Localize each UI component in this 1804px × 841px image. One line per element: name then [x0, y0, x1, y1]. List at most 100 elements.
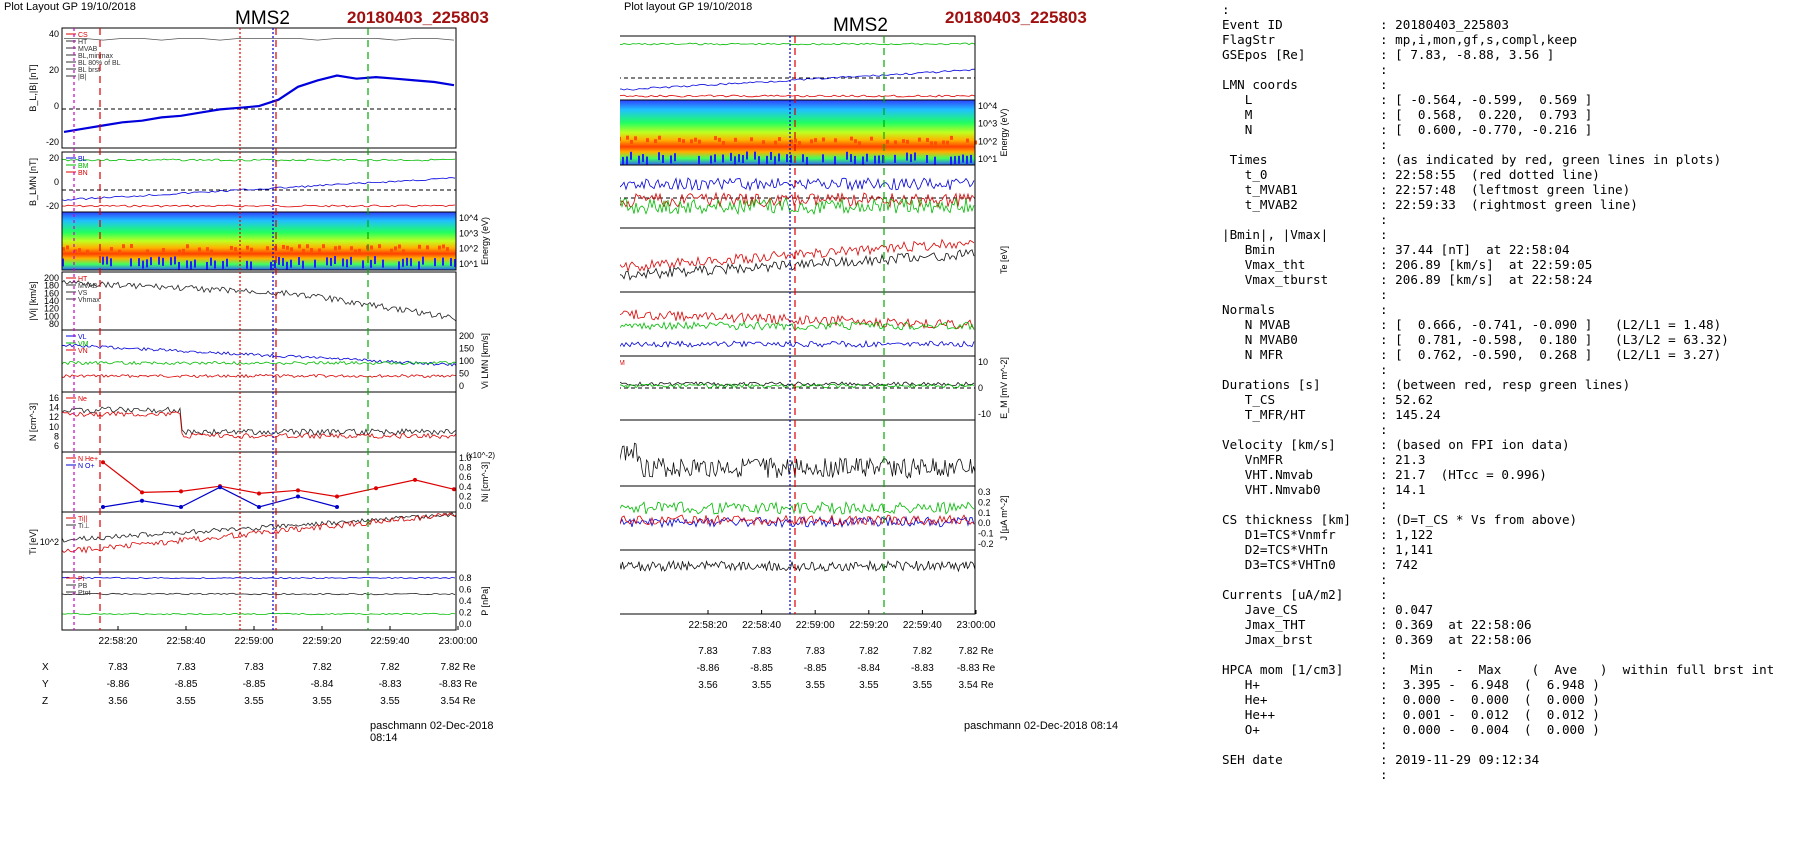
spectrogram-speckle	[866, 153, 868, 162]
spectrogram-speckle	[802, 154, 804, 163]
series-line	[620, 42, 976, 46]
spectrogram-speckle	[734, 137, 737, 142]
info-value: : 206.89 [km/s] at 22:59:05	[1380, 257, 1593, 272]
info-value: : 20180403_225803	[1380, 17, 1509, 32]
spectrogram-speckle	[246, 245, 249, 250]
spectrogram-speckle	[418, 244, 421, 249]
spectrogram-speckle	[854, 139, 857, 144]
spectrogram-speckle	[158, 256, 160, 265]
spectrogram-speckle	[822, 154, 824, 163]
y-axis-label: |Vi| [km/s]	[28, 281, 38, 320]
spectrogram-speckle	[370, 245, 373, 250]
spectrogram-speckle	[302, 260, 304, 269]
info-key: N	[1222, 122, 1253, 137]
spectrogram-speckle	[758, 156, 760, 165]
spectrogram-speckle	[914, 152, 916, 161]
panel-9: 0.0-0.2-0.4J*E' [nW m^-3]J*E'	[620, 549, 976, 615]
position-value: 3.55	[380, 696, 400, 707]
series-line	[63, 74, 455, 133]
x-tick-label: 22:59:00	[796, 620, 835, 631]
info-line: O+: 0.000 - 0.004 ( 0.000 )	[1222, 722, 1774, 737]
spectrogram-speckle	[658, 152, 660, 161]
spectrogram-speckle	[206, 261, 208, 270]
info-value: : 52.62	[1380, 392, 1434, 407]
spectrogram-speckle	[966, 138, 969, 143]
info-value: : [ 0.568, 0.220, 0.793 ]	[1380, 107, 1593, 122]
spectrogram-speckle	[398, 244, 401, 249]
legend-entry: VN	[78, 348, 88, 355]
y-tick-label: 10^2	[40, 537, 59, 547]
y-axis-label: Ni [cm^-3]	[480, 462, 490, 502]
series-line	[61, 177, 456, 202]
spectrogram-speckle	[690, 139, 693, 144]
y-tick-label: 0.6	[459, 585, 472, 595]
info-line: :	[1222, 2, 1230, 17]
info-key: Vmax_tht	[1222, 257, 1306, 272]
position-value: -8.84	[311, 679, 334, 690]
figure-header: Plot layout GP 19/10/2018	[624, 1, 753, 13]
spectrogram-speckle	[794, 138, 797, 143]
series-line	[61, 279, 457, 322]
info-value: : 206.89 [km/s] at 22:58:24	[1380, 272, 1593, 287]
x-tick-label: 22:58:40	[167, 636, 206, 647]
spectrogram-speckle	[398, 261, 400, 270]
spectrogram-speckle	[834, 138, 837, 143]
series-line	[620, 68, 976, 91]
spectrogram-speckle	[790, 154, 792, 163]
spectrogram-speckle	[186, 260, 188, 269]
y-axis-label: J [μA m^-2]	[999, 496, 1009, 541]
series-line	[620, 501, 975, 515]
spectrogram-speckle	[646, 138, 649, 143]
series-line	[620, 559, 976, 573]
spectrogram-speckle	[674, 153, 676, 162]
info-value: : (between red, resp green lines)	[1380, 377, 1631, 392]
spectrogram-speckle	[630, 139, 633, 144]
series-line	[62, 576, 456, 580]
y-tick-label: 200	[44, 273, 59, 283]
spectrogram-speckle	[146, 249, 149, 254]
spectrogram-speckle	[378, 244, 381, 249]
spectrogram-speckle	[186, 244, 189, 249]
spectrogram-speckle	[910, 154, 912, 163]
figure-left: Plot Layout GP 19/10/2018 MMS2 20180403_…	[0, 0, 520, 841]
panel-frame	[61, 27, 457, 149]
spectrogram-speckle	[778, 137, 781, 142]
info-key	[1222, 287, 1380, 302]
info-line: D3=TCS*VHTn0: 742	[1222, 557, 1774, 572]
spectrogram-speckle	[822, 137, 825, 142]
spectrogram-speckle	[662, 154, 664, 163]
spectrogram-speckle	[710, 155, 712, 164]
position-value: -8.83 Re	[957, 663, 996, 674]
series-line	[102, 461, 455, 498]
position-value: 7.83	[752, 646, 772, 657]
series-line	[620, 248, 975, 281]
series-line	[620, 339, 975, 348]
spectrogram-speckle	[226, 258, 228, 267]
info-value: :	[1380, 362, 1388, 377]
y-tick-label: 0.2	[978, 497, 991, 507]
y-tick-label: 20	[49, 65, 59, 75]
info-line: t_0: 22:58:55 (red dotted line)	[1222, 167, 1774, 182]
spectrogram-speckle	[278, 256, 280, 265]
y-axis-label: Energy (eV)	[999, 108, 1009, 156]
y-tick-label: 12	[49, 412, 59, 422]
spectrogram-speckle	[722, 154, 724, 163]
spectrogram-speckle	[906, 152, 908, 161]
data-point	[452, 487, 456, 492]
spectrogram-speckle	[210, 257, 212, 266]
legend-entry: Ne	[78, 396, 87, 403]
info-value: : 0.000 - 0.004 ( 0.000 )	[1380, 722, 1600, 737]
panel-frame	[61, 511, 457, 573]
position-value: 7.82	[913, 646, 933, 657]
spectrogram-speckle	[734, 156, 736, 165]
spectrogram-speckle	[698, 139, 701, 144]
spectrogram-speckle	[102, 256, 104, 265]
position-value: 7.83	[805, 646, 825, 657]
info-key: Jave_CS	[1222, 602, 1298, 617]
y-tick-label: 10^1	[459, 259, 478, 269]
legend-entry: BL brst	[78, 67, 100, 74]
y-tick-label: 0.6	[459, 472, 472, 482]
info-value: : 37.44 [nT] at 22:58:04	[1380, 242, 1570, 257]
panel-frame	[620, 419, 976, 487]
